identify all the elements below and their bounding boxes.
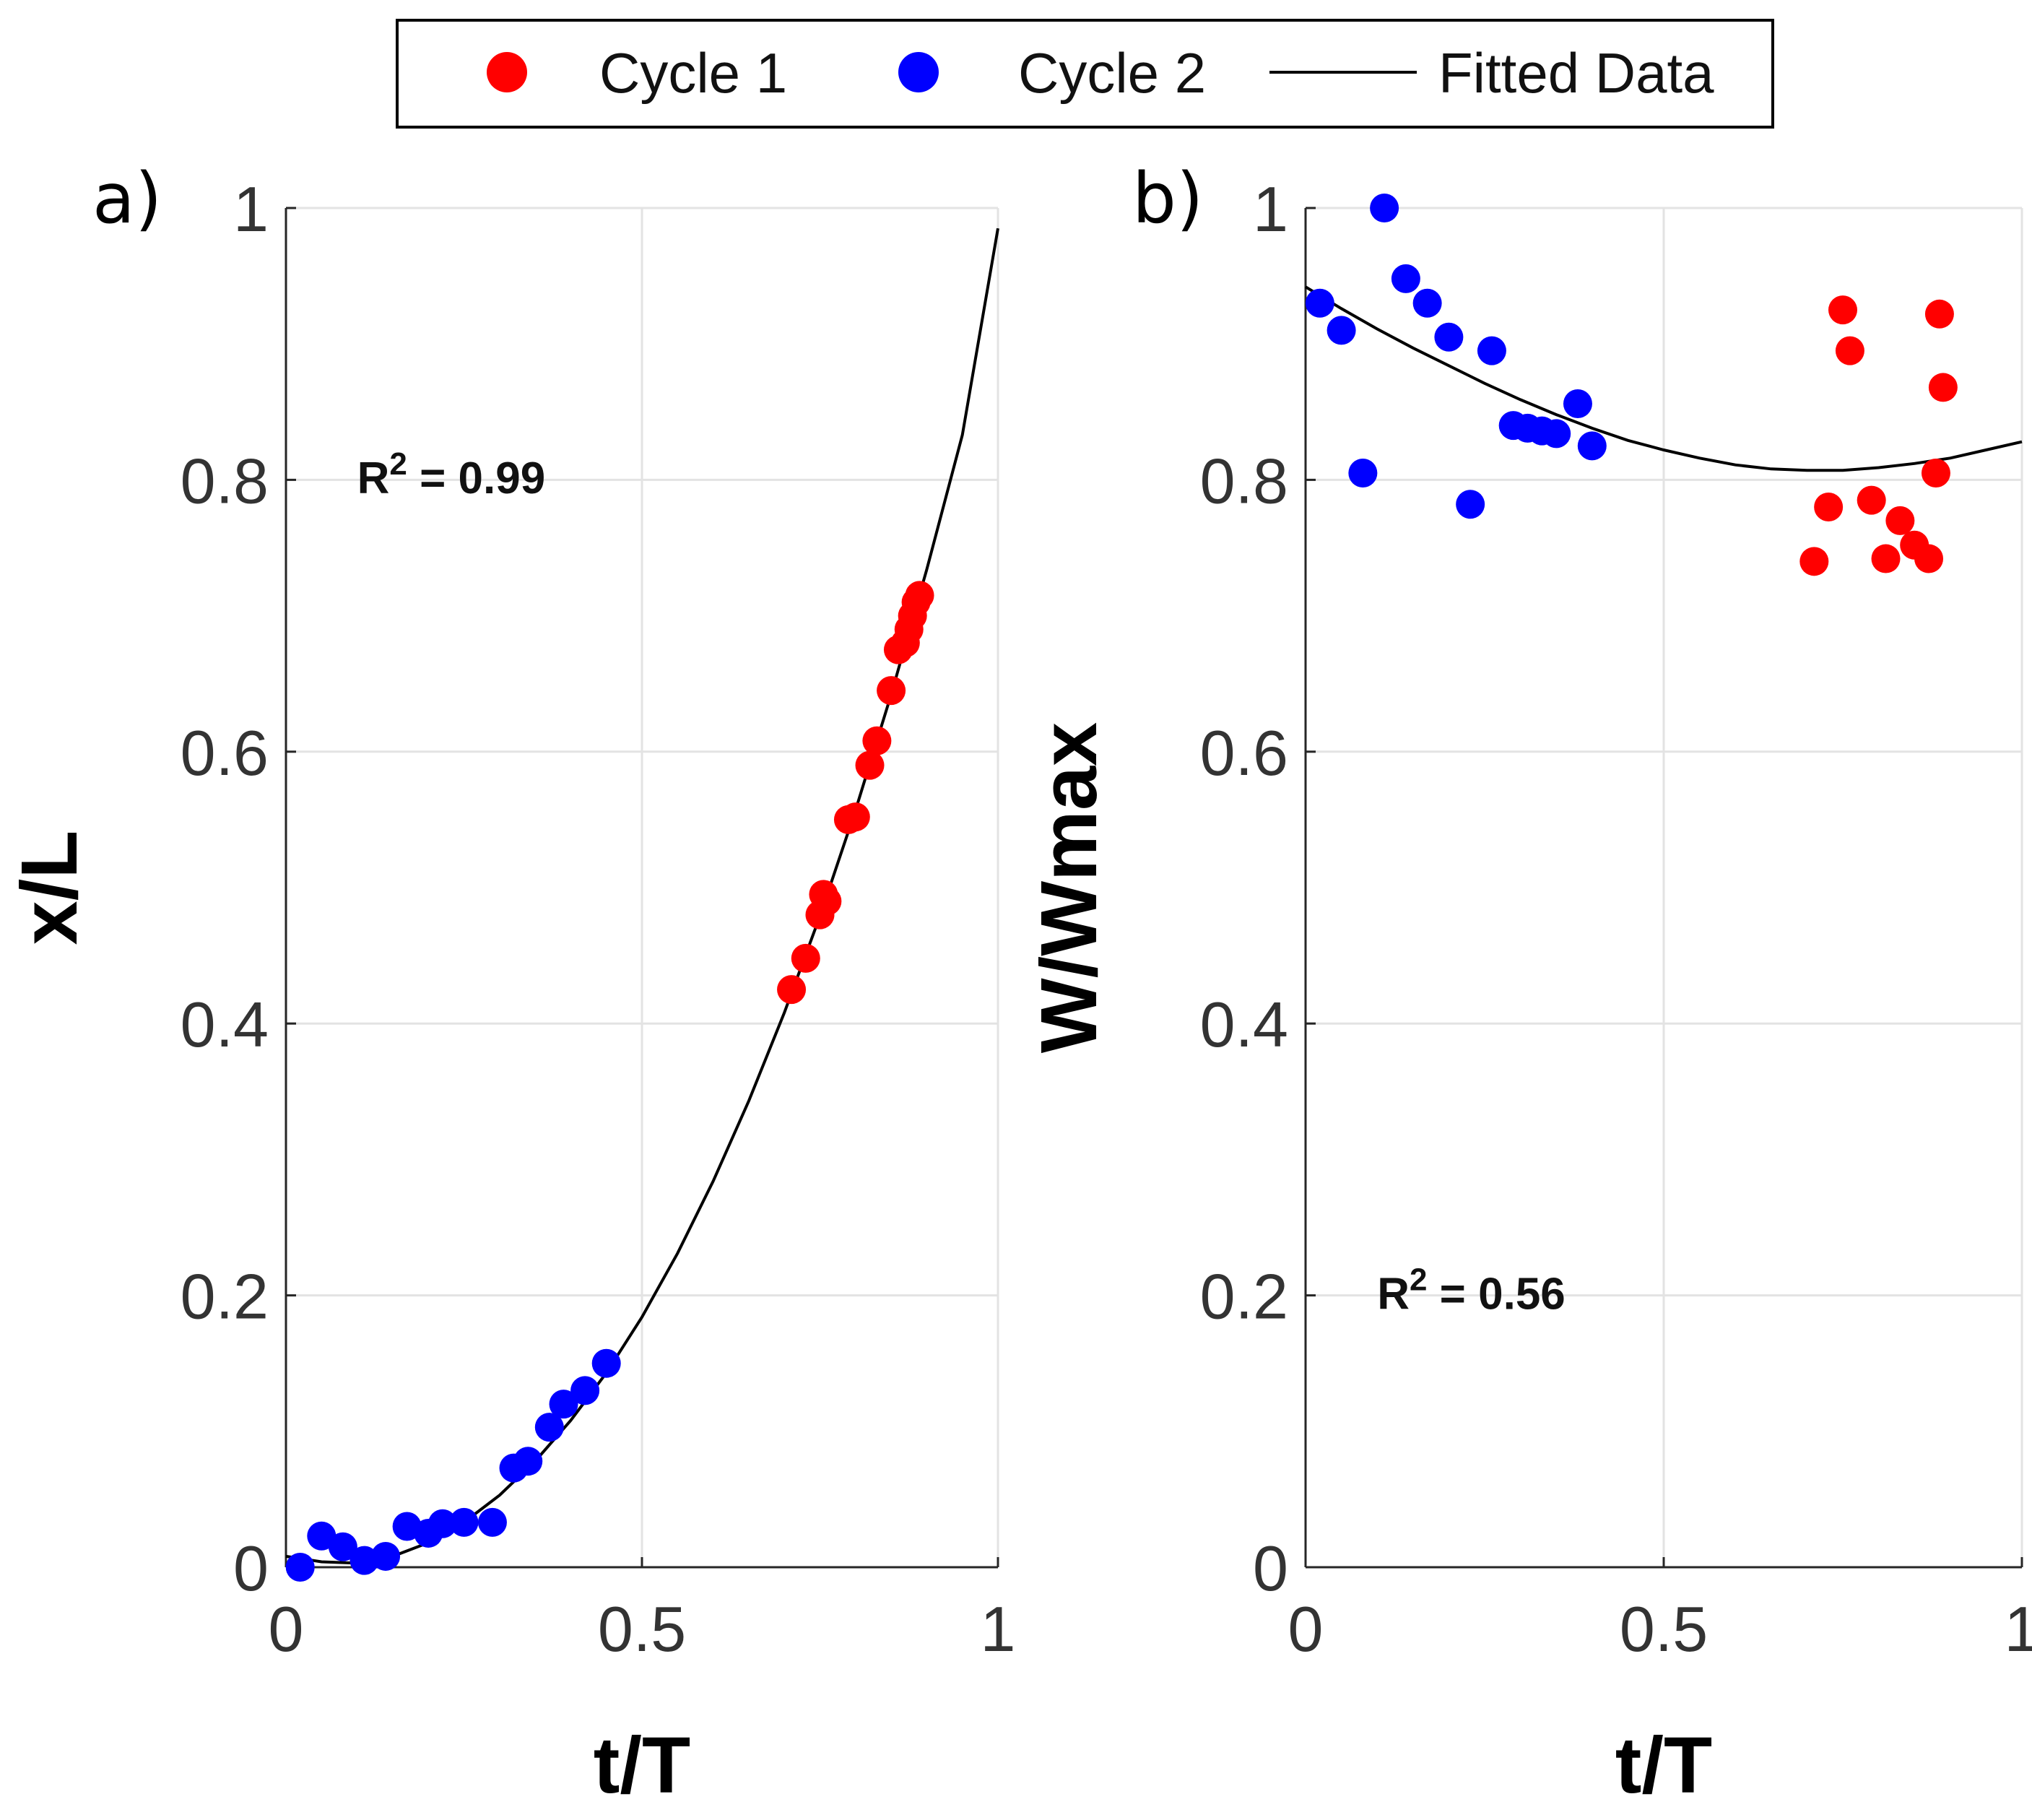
panel-a-cycle-2-point-1 (307, 1521, 337, 1551)
panel-a-ytick-label-2: 0.4 (181, 989, 269, 1060)
panel-a-xtick-label-0: 0 (269, 1593, 304, 1665)
panel-a-x-axis-label: t/T (594, 1721, 690, 1810)
panel-a-ytick-label-5: 1 (233, 173, 269, 245)
panel-b: b) 0 0.2 0.4 0.6 0.8 1 0 0.5 1 R2 = 0.56 t/T W/W… (1025, 158, 2032, 1810)
panel-a-ytick-label-4: 0.8 (181, 445, 269, 516)
panel-a-points (285, 581, 934, 1582)
panel-a-ytick-label-3: 0.6 (181, 717, 269, 789)
panel-b-cycle-2-point-5 (1412, 288, 1442, 318)
panel-b-cycle-2-point-6 (1434, 322, 1464, 352)
panel-b-xtick-label-2: 1 (2005, 1593, 2032, 1665)
legend-label-cycle-2: Cycle 2 (1018, 41, 1206, 105)
panel-a-ytick-label-0: 0 (233, 1533, 269, 1604)
panel-a-cycle-2-point-9 (477, 1507, 507, 1537)
legend-label-cycle-1: Cycle 1 (599, 41, 787, 105)
panel-a-cycle-1-point-9 (877, 676, 906, 706)
panel-b-ytick-label-1: 0.2 (1200, 1261, 1288, 1332)
panel-b-y-axis-label: W/Wmax (1025, 722, 1113, 1053)
panel-a-cycle-1-point-0 (777, 975, 807, 1005)
panel-b-ytick-label-3: 0.6 (1200, 717, 1288, 789)
panel-b-cycle-2-point-14 (1577, 431, 1607, 461)
panel-a-cycle-1-point-8 (862, 726, 892, 755)
panel-a-cycle-1-point-1 (791, 943, 820, 973)
panel-b-ytick-label-0: 0 (1253, 1533, 1288, 1604)
panel-b-cycle-1-point-4 (1857, 485, 1886, 515)
panel-a-cycle-2-point-11 (513, 1447, 543, 1476)
panel-b-r-squared: R2 = 0.56 (1377, 1262, 1566, 1319)
panel-b-ytick-label-2: 0.4 (1200, 989, 1288, 1060)
panel-b-cycle-1-point-6 (1885, 506, 1915, 535)
panel-b-axes (1304, 207, 2023, 1569)
panel-b-xtick-label-0: 0 (1288, 1593, 1324, 1665)
panel-a-cycle-1-point-7 (855, 750, 885, 780)
panel-a-cycle-2-point-14 (570, 1376, 600, 1405)
panel-b-cycle-1-point-2 (1828, 295, 1857, 325)
panel-b-cycle-2-point-13 (1563, 389, 1592, 419)
panel-b-ytick-label-5: 1 (1253, 173, 1288, 245)
panel-b-cycle-2-point-7 (1456, 490, 1485, 519)
panel-a-cycle-2-point-3 (349, 1546, 379, 1575)
panel-a-y-axis-label: x/L (5, 831, 94, 945)
panel-b-cycle-1-point-0 (1799, 547, 1829, 576)
panel-b-ytick-label-4: 0.8 (1200, 445, 1288, 516)
panel-b-cycle-2-point-3 (1370, 194, 1399, 222)
panel-a-cycle-2-point-12 (534, 1413, 564, 1442)
legend-marker-cycle-2 (898, 52, 939, 92)
panel-b-xtick-label-1: 0.5 (1620, 1593, 1708, 1665)
panel-a-cycle-1-point-15 (901, 587, 931, 617)
panel-a-cycle-2-point-8 (449, 1507, 479, 1537)
legend-label-fitted-data: Fitted Data (1438, 41, 1714, 105)
legend-box (396, 19, 1774, 129)
panel-b-cycle-2-point-2 (1348, 458, 1378, 488)
panel-a-cycle-1-point-6 (841, 802, 870, 832)
legend-marker-cycle-1 (487, 52, 527, 92)
legend: Cycle 1 Cycle 2 Fitted Data (396, 19, 1774, 129)
panel-b-cycle-2-point-1 (1327, 316, 1356, 345)
panel-b-cycle-1-point-5 (1871, 544, 1901, 573)
panel-a-cycle-2-point-4 (371, 1541, 401, 1571)
panel-b-cycle-2-point-12 (1542, 419, 1571, 448)
panel-a-r-squared: R2 = 0.99 (357, 446, 546, 503)
panel-a-cycle-2-point-0 (285, 1553, 315, 1582)
panel-a-xtick-label-1: 0.5 (598, 1593, 686, 1665)
panel-b-cycle-2-point-4 (1391, 264, 1420, 293)
panel-b-cycle-1-point-10 (1928, 373, 1958, 402)
panel-a: a) 0 0.2 0.4 0.6 0.8 1 0 0.5 1 R2 = 0.99 t/T x/L (5, 158, 1015, 1810)
panel-b-fitted-data-line (1304, 285, 2023, 472)
panel-a-cycle-2-point-15 (591, 1348, 621, 1378)
panel-a-cycle-2-point-7 (427, 1509, 457, 1538)
panel-b-cycle-1-point-11 (1924, 299, 1954, 329)
panel-b-gridlines (1306, 207, 2023, 1567)
panel-a-ytick-label-1: 0.2 (181, 1261, 269, 1332)
panel-b-cycle-1-point-9 (1921, 458, 1950, 488)
panel-a-xtick-label-2: 1 (981, 1593, 1016, 1665)
panel-b-cycle-2-point-8 (1477, 336, 1506, 365)
panel-b-cycle-1-point-1 (1814, 493, 1844, 522)
panel-a-label: a) (92, 158, 162, 239)
panel-b-ticks: 0 0.2 0.4 0.6 0.8 1 0 0.5 1 (1200, 173, 2032, 1665)
panel-a-ticks: 0 0.2 0.4 0.6 0.8 1 0 0.5 1 (181, 173, 1016, 1665)
panel-b-x-axis-label: t/T (1615, 1721, 1712, 1810)
panel-b-points (1305, 194, 1958, 576)
panel-a-cycle-2-point-2 (328, 1532, 357, 1561)
panel-a-cycle-2-point-13 (549, 1390, 578, 1419)
panel-b-cycle-1-point-8 (1914, 544, 1944, 573)
panel-b-label: b) (1132, 158, 1203, 239)
panel-a-cycle-1-point-4 (809, 880, 838, 909)
panel-b-cycle-2-point-0 (1305, 288, 1334, 318)
panel-b-fit-line (1304, 285, 2023, 472)
panel-b-cycle-1-point-3 (1835, 336, 1864, 365)
